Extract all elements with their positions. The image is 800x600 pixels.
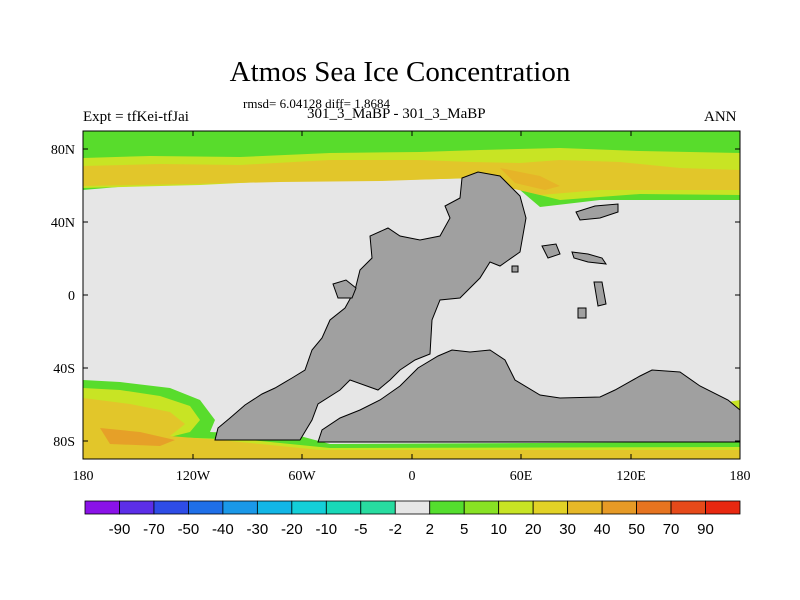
colorbar-swatch xyxy=(498,500,534,515)
colorbar-swatch xyxy=(601,500,637,515)
colorbar-label: -40 xyxy=(212,521,234,538)
colorbar-label: 50 xyxy=(628,521,645,538)
colorbar-swatch xyxy=(429,500,465,515)
x-tick-label: 180 xyxy=(73,469,94,484)
colorbar-label: -5 xyxy=(354,521,367,538)
island-east-4 xyxy=(577,307,587,319)
colorbar-labels: -90 -70 -50 -40 -30 -20 -10 -5 -2 2 5 10 20 30 40 50 70 9… xyxy=(109,521,714,538)
y-tick-label: 80S xyxy=(53,435,75,450)
colorbar-swatch xyxy=(256,500,293,515)
y-tick-label: 80N xyxy=(51,143,75,158)
landmass-main-west xyxy=(214,171,527,441)
experiment-label: Expt = tfKei-tfJai xyxy=(83,109,189,125)
plot-title: Atmos Sea Ice Concentration xyxy=(229,56,571,88)
colorbar-swatch xyxy=(291,500,327,515)
land-masses xyxy=(214,171,740,443)
stats-line: rmsd= 6.04128 diff= 1.8684 xyxy=(243,96,390,111)
landmass-southern xyxy=(317,349,740,443)
y-tick-label: 40S xyxy=(53,362,75,377)
x-tick-label: 60E xyxy=(510,469,533,484)
x-tick-label: 120W xyxy=(176,469,211,484)
colorbar-label: -2 xyxy=(389,521,402,538)
island-tiny xyxy=(511,265,519,273)
colorbar-label: 2 xyxy=(426,521,434,538)
colorbar-label: -70 xyxy=(143,521,165,538)
colorbar-label: -10 xyxy=(315,521,337,538)
colorbar-swatch xyxy=(153,500,189,515)
map-area xyxy=(83,131,740,459)
colorbar-swatch xyxy=(567,500,603,515)
colorbar-swatch xyxy=(670,500,706,515)
x-tick-label: 180 xyxy=(730,469,751,484)
runs-line: 301_3_MaBP - 301_3_MaBP xyxy=(307,106,486,122)
colorbar-label: 20 xyxy=(525,521,542,538)
island-east-2 xyxy=(571,251,608,265)
colorbar-swatch xyxy=(325,500,362,515)
island-small-1 xyxy=(541,243,561,259)
arctic-ice-max xyxy=(500,168,560,190)
colorbar-label: 30 xyxy=(559,521,576,538)
colorbar-label: -20 xyxy=(281,521,303,538)
colorbar-label: 70 xyxy=(663,521,680,538)
colorbar-swatch xyxy=(636,500,672,515)
antarctic-ice-core xyxy=(83,398,740,459)
island-east-1 xyxy=(575,203,619,221)
colorbar-swatch xyxy=(532,500,569,515)
antarctic-ice-max xyxy=(100,428,175,446)
colorbar-label: -90 xyxy=(109,521,131,538)
y-tick-label: 0 xyxy=(68,289,75,304)
axis-ticks xyxy=(82,131,741,459)
island-west xyxy=(332,279,357,299)
colorbar-swatch xyxy=(84,500,120,515)
colorbar-swatch xyxy=(705,500,741,515)
colorbar-swatch xyxy=(188,500,224,515)
arctic-ice-core xyxy=(83,160,740,195)
colorbar-label: 5 xyxy=(460,521,468,538)
x-tick-label: 120E xyxy=(616,469,646,484)
x-tick-label: 60W xyxy=(288,469,316,484)
colorbar-swatch xyxy=(119,500,155,515)
colorbar-label: 90 xyxy=(697,521,714,538)
colorbar-label: -50 xyxy=(178,521,200,538)
colorbar-swatch xyxy=(360,500,396,515)
colorbar xyxy=(84,500,741,515)
antarctic-ice-mid xyxy=(83,388,740,459)
season-label: ANN xyxy=(704,109,737,125)
colorbar-label: 10 xyxy=(490,521,507,538)
colorbar-swatch xyxy=(463,500,500,515)
y-tick-label: 40N xyxy=(51,216,75,231)
x-tick-label: 0 xyxy=(409,469,416,484)
island-east-3 xyxy=(593,281,607,307)
colorbar-label: 40 xyxy=(594,521,611,538)
colorbar-swatch xyxy=(222,500,258,515)
colorbar-label: -30 xyxy=(247,521,269,538)
colorbar-swatch xyxy=(394,500,431,515)
